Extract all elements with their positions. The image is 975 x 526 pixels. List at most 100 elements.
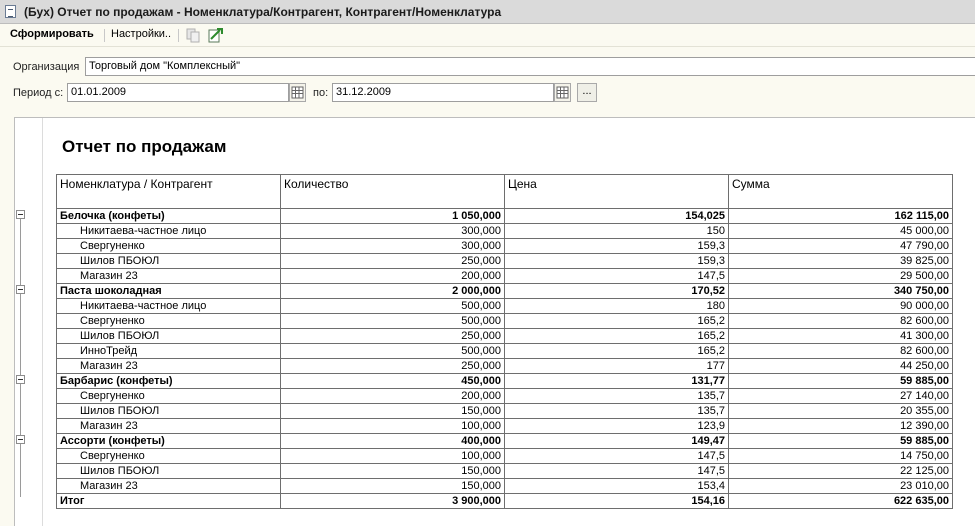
group-row[interactable]: Паста шоколадная 2 000,000 170,52 340 75… — [56, 283, 953, 299]
table-row[interactable]: Магазин 23 100,000 123,9 12 390,00 — [56, 418, 953, 434]
report-table: Номенклатура / Контрагент Количество Цен… — [56, 174, 953, 509]
table-row[interactable]: Магазин 23 250,000 177 44 250,00 — [56, 358, 953, 374]
sum-cell: 90 000,00 — [728, 298, 953, 314]
sum-cell: 20 355,00 — [728, 403, 953, 419]
period-from-label: Период с: — [13, 87, 64, 99]
table-row[interactable]: Никитаева-частное лицо 300,000 150 45 00… — [56, 223, 953, 239]
qty-cell: 250,000 — [280, 328, 505, 344]
sum-cell: 39 825,00 — [728, 253, 953, 269]
toolbar-separator — [178, 29, 179, 42]
group-row[interactable]: Ассорти (конфеты) 400,000 149,47 59 885,… — [56, 433, 953, 449]
counterparty-name: Магазин 23 — [56, 268, 281, 284]
qty-cell: 500,000 — [280, 298, 505, 314]
price-cell: 147,5 — [504, 448, 729, 464]
collapse-group-button[interactable] — [16, 285, 25, 294]
report-window-icon — [5, 5, 16, 18]
sum-cell: 41 300,00 — [728, 328, 953, 344]
title-bar: (Бух) Отчет по продажам - Номенклатура/К… — [0, 0, 975, 24]
table-row[interactable]: Шилов ПБОЮЛ 250,000 165,2 41 300,00 — [56, 328, 953, 344]
table-row[interactable]: Шилов ПБОЮЛ 250,000 159,3 39 825,00 — [56, 253, 953, 269]
collapse-group-button[interactable] — [16, 210, 25, 219]
table-row[interactable]: Магазин 23 150,000 153,4 23 010,00 — [56, 478, 953, 494]
qty-cell: 300,000 — [280, 238, 505, 254]
settings-button[interactable]: Настройки.. — [111, 28, 172, 40]
price-cell: 170,52 — [504, 283, 729, 299]
counterparty-name: Магазин 23 — [56, 478, 281, 494]
sum-cell: 14 750,00 — [728, 448, 953, 464]
total-label: Итог — [56, 493, 281, 509]
column-header: Цена — [504, 174, 729, 209]
table-row[interactable]: Шилов ПБОЮЛ 150,000 135,7 20 355,00 — [56, 403, 953, 419]
product-name: Паста шоколадная — [56, 283, 281, 299]
qty-cell: 200,000 — [280, 268, 505, 284]
sum-cell: 12 390,00 — [728, 418, 953, 434]
qty-cell: 150,000 — [280, 463, 505, 479]
qty-cell: 250,000 — [280, 358, 505, 374]
toolbar-separator — [104, 29, 105, 42]
org-label: Организация — [13, 61, 80, 73]
price-cell: 159,3 — [504, 238, 729, 254]
counterparty-name: Свергуненко — [56, 448, 281, 464]
counterparty-name: Магазин 23 — [56, 418, 281, 434]
price-cell: 177 — [504, 358, 729, 374]
price-cell: 147,5 — [504, 268, 729, 284]
toolbar: Сформировать Настройки.. — [0, 24, 975, 47]
counterparty-name: Свергуненко — [56, 238, 281, 254]
period-select-button[interactable]: ... — [577, 83, 597, 102]
window-title: (Бух) Отчет по продажам - Номенклатура/К… — [24, 5, 502, 19]
collapse-group-button[interactable] — [16, 435, 25, 444]
price-cell: 123,9 — [504, 418, 729, 434]
group-bracket-line — [20, 444, 21, 497]
counterparty-name: Никитаева-частное лицо — [56, 223, 281, 239]
price-cell: 180 — [504, 298, 729, 314]
counterparty-name: Свергуненко — [56, 313, 281, 329]
price-cell: 131,77 — [504, 373, 729, 389]
price-cell: 150 — [504, 223, 729, 239]
total-row[interactable]: Итог 3 900,000 154,16 622 635,00 — [56, 493, 953, 509]
group-row[interactable]: Барбарис (конфеты) 450,000 131,77 59 885… — [56, 373, 953, 389]
table-row[interactable]: Магазин 23 200,000 147,5 29 500,00 — [56, 268, 953, 284]
qty-cell: 250,000 — [280, 253, 505, 269]
table-row[interactable]: Свергуненко 100,000 147,5 14 750,00 — [56, 448, 953, 464]
qty-cell: 300,000 — [280, 223, 505, 239]
table-row[interactable]: Никитаева-частное лицо 500,000 180 90 00… — [56, 298, 953, 314]
sum-cell: 622 635,00 — [728, 493, 953, 509]
calendar-icon[interactable] — [289, 83, 306, 102]
org-field[interactable]: Торговый дом "Комплексный" — [85, 57, 975, 76]
generate-button[interactable]: Сформировать — [10, 28, 94, 40]
table-row[interactable]: Свергуненко 500,000 165,2 82 600,00 — [56, 313, 953, 329]
sum-cell: 340 750,00 — [728, 283, 953, 299]
price-cell: 153,4 — [504, 478, 729, 494]
table-row[interactable]: Свергуненко 300,000 159,3 47 790,00 — [56, 238, 953, 254]
price-cell: 149,47 — [504, 433, 729, 449]
group-row[interactable]: Белочка (конфеты) 1 050,000 154,025 162 … — [56, 208, 953, 224]
price-cell: 147,5 — [504, 463, 729, 479]
price-cell: 159,3 — [504, 253, 729, 269]
product-name: Барбарис (конфеты) — [56, 373, 281, 389]
export-icon[interactable] — [208, 27, 224, 43]
qty-cell: 100,000 — [280, 448, 505, 464]
qty-cell: 2 000,000 — [280, 283, 505, 299]
table-row[interactable]: ИнноТрейд 500,000 165,2 82 600,00 — [56, 343, 953, 359]
qty-cell: 450,000 — [280, 373, 505, 389]
qty-cell: 400,000 — [280, 433, 505, 449]
counterparty-name: Никитаева-частное лицо — [56, 298, 281, 314]
sum-cell: 82 600,00 — [728, 313, 953, 329]
table-row[interactable]: Свергуненко 200,000 135,7 27 140,00 — [56, 388, 953, 404]
price-cell: 154,025 — [504, 208, 729, 224]
counterparty-name: Шилов ПБОЮЛ — [56, 328, 281, 344]
copy-icon[interactable] — [185, 27, 201, 43]
counterparty-name: Шилов ПБОЮЛ — [56, 253, 281, 269]
qty-cell: 3 900,000 — [280, 493, 505, 509]
collapse-group-button[interactable] — [16, 375, 25, 384]
price-cell: 135,7 — [504, 388, 729, 404]
calendar-icon[interactable] — [554, 83, 571, 102]
header-row: Номенклатура / Контрагент Количество Цен… — [56, 174, 953, 209]
sum-cell: 82 600,00 — [728, 343, 953, 359]
qty-cell: 500,000 — [280, 313, 505, 329]
table-row[interactable]: Шилов ПБОЮЛ 150,000 147,5 22 125,00 — [56, 463, 953, 479]
sum-cell: 47 790,00 — [728, 238, 953, 254]
period-to-field[interactable]: 31.12.2009 — [332, 83, 554, 102]
period-from-field[interactable]: 01.01.2009 — [67, 83, 289, 102]
qty-cell: 500,000 — [280, 343, 505, 359]
